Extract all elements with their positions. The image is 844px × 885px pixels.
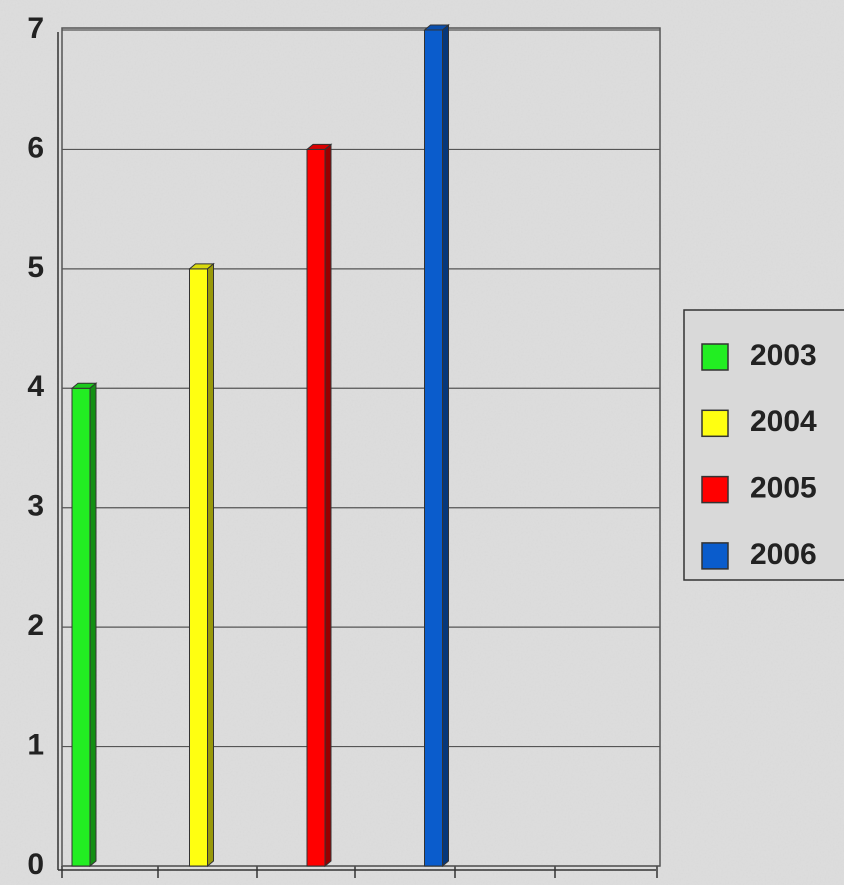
legend-label: 2006 [750,538,817,571]
bar-side [207,262,214,868]
bar [306,148,326,867]
y-tick-label: 0 [27,848,44,881]
legend-label: 2005 [750,472,817,505]
y-tick-label: 5 [27,251,44,284]
bar [189,268,208,867]
bar [424,29,443,867]
legend-label: 2003 [750,339,817,372]
legend-swatch [701,409,729,438]
y-tick-label: 6 [27,131,44,164]
x-axis-ticks [61,866,658,878]
legend-swatch [701,475,729,504]
y-tick-label: 2 [27,609,44,642]
y-tick-label: 4 [27,370,44,403]
y-tick-label: 1 [27,728,44,761]
legend-label: 2004 [750,405,817,438]
legend-swatch [701,542,729,570]
bar [71,387,91,867]
y-tick-label: 7 [27,12,44,45]
y-tick-label: 3 [27,490,44,523]
bar-side [89,382,97,868]
bar-side [442,23,449,868]
legend-swatch [701,343,729,371]
bar-side [324,143,332,868]
